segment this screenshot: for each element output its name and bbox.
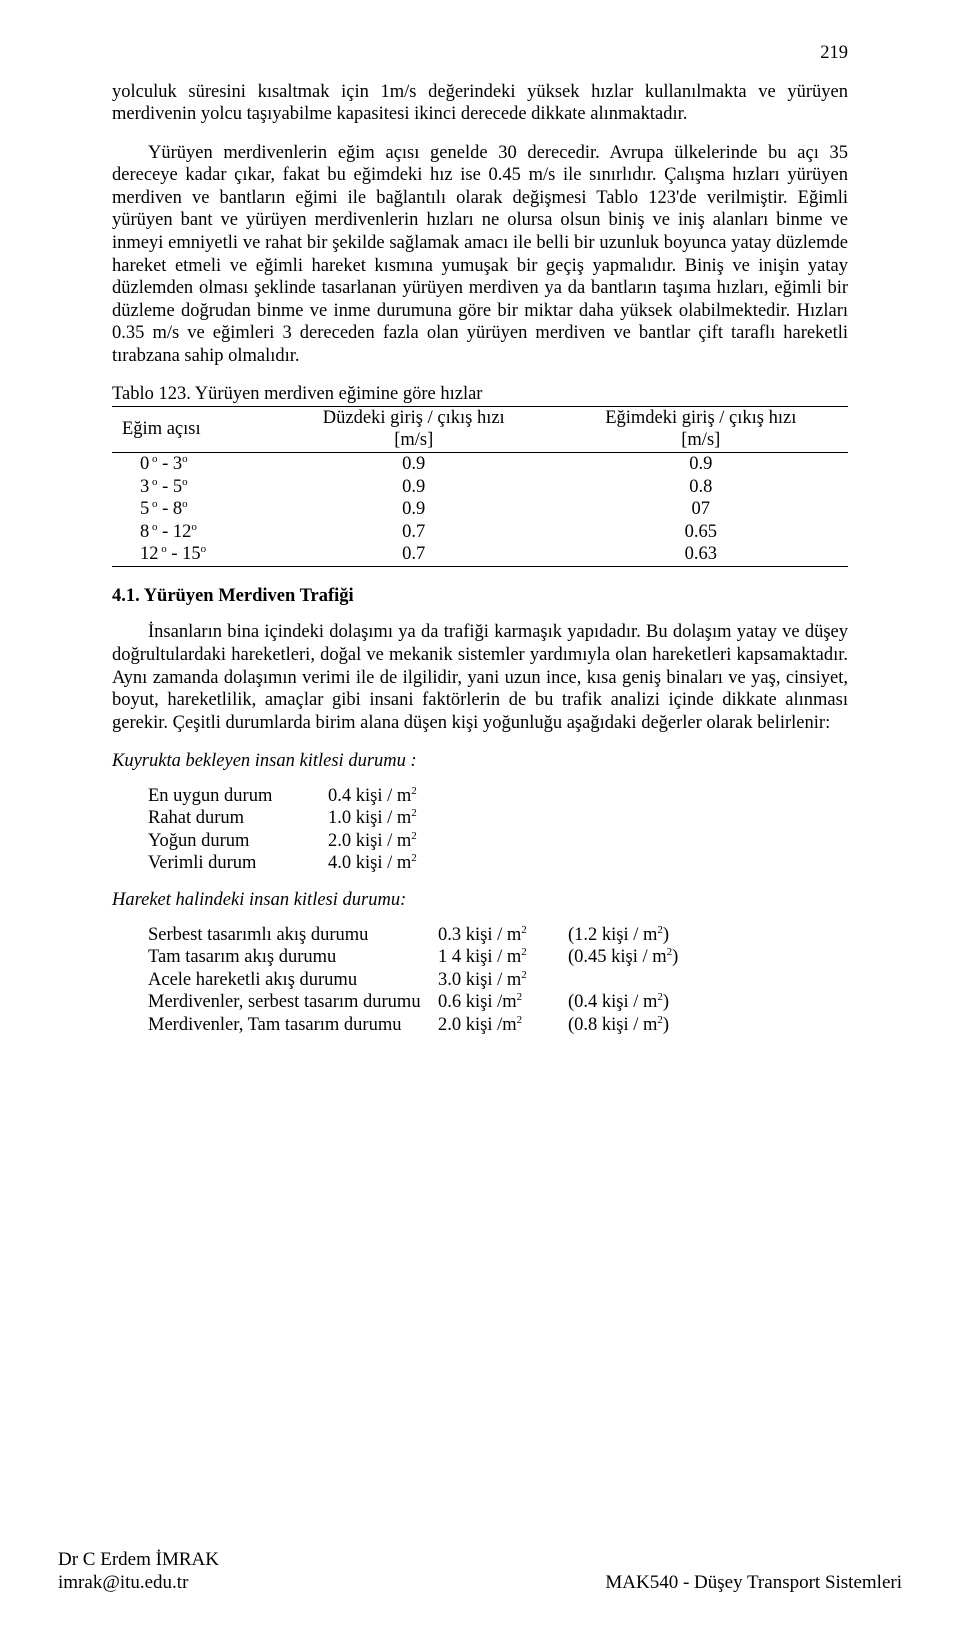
list-item: Yoğun durum2.0 kişi / m2 [148, 830, 848, 853]
list-item: Tam tasarım akış durumu 1 4 kişi / m2 (0… [148, 946, 848, 969]
th-angle: Eğim açısı [112, 406, 274, 452]
speed-table: Eğim açısı Düzdeki giriş / çıkış hızı [m… [112, 406, 848, 567]
list-item: Acele hareketli akış durumu 3.0 kişi / m… [148, 969, 848, 992]
moving-block: Serbest tasarımlı akış durumu 0.3 kişi /… [148, 924, 848, 1037]
section-heading: 4.1. Yürüyen Merdiven Trafiği [112, 585, 848, 608]
list-item: Serbest tasarımlı akış durumu 0.3 kişi /… [148, 924, 848, 947]
table-row: 12 o - 15o 0.7 0.63 [112, 543, 848, 566]
queue-title: Kuyrukta bekleyen insan kitlesi durumu : [112, 750, 848, 773]
table-row: 0 o - 3o 0.9 0.9 [112, 453, 848, 476]
table-row: 5 o - 8o 0.9 07 [112, 498, 848, 521]
list-item: Verimli durum4.0 kişi / m2 [148, 852, 848, 875]
moving-title: Hareket halindeki insan kitlesi durumu: [112, 889, 848, 912]
page-footer: Dr C Erdem İMRAK imrak@itu.edu.tr MAK540… [58, 1548, 902, 1594]
paragraph-2: Yürüyen merdivenlerin eğim açısı genelde… [112, 142, 848, 368]
footer-right: MAK540 - Düşey Transport Sistemleri [605, 1571, 902, 1594]
th-flat: Düzdeki giriş / çıkış hızı [m/s] [274, 406, 554, 452]
table-row: 3 o - 5o 0.9 0.8 [112, 476, 848, 499]
list-item: En uygun durum0.4 kişi / m2 [148, 785, 848, 808]
list-item: Rahat durum1.0 kişi / m2 [148, 807, 848, 830]
th-incline: Eğimdeki giriş / çıkış hızı [m/s] [554, 406, 848, 452]
list-item: Merdivenler, Tam tasarım durumu 2.0 kişi… [148, 1014, 848, 1037]
list-item: Merdivenler, serbest tasarım durumu 0.6 … [148, 991, 848, 1014]
section-paragraph: İnsanların bina içindeki dolaşımı ya da … [112, 621, 848, 734]
table-title: Tablo 123. Yürüyen merdiven eğimine göre… [112, 383, 848, 406]
queue-block: En uygun durum0.4 kişi / m2 Rahat durum1… [148, 785, 848, 875]
paragraph-1: yolculuk süresini kısaltmak için 1m/s de… [112, 81, 848, 126]
page-number: 219 [112, 42, 848, 65]
footer-left: Dr C Erdem İMRAK imrak@itu.edu.tr [58, 1548, 219, 1594]
table-row: 8 o - 12o 0.7 0.65 [112, 521, 848, 544]
